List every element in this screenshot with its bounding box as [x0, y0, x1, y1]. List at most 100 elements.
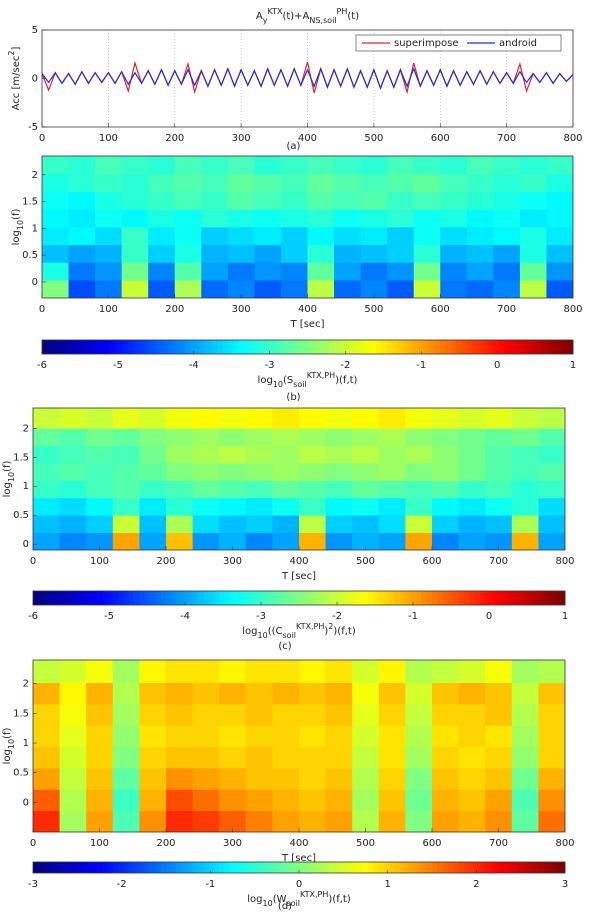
heat-cell: [432, 789, 459, 812]
x-tick-label: 400: [298, 304, 317, 315]
heat-cell: [227, 209, 255, 228]
y-axis-label-part: ]: [11, 47, 22, 51]
heat-cell: [440, 191, 468, 210]
heat-cell: [245, 810, 273, 832]
heat-cell: [42, 262, 69, 281]
heat-cell: [174, 280, 202, 298]
heat-cell: [538, 810, 565, 832]
heat-cell: [352, 660, 380, 683]
colorbar-swatch: [174, 340, 181, 354]
heat-cell: [272, 463, 300, 481]
colorbar-label-part: 10: [258, 631, 268, 640]
heat-cell: [334, 227, 361, 246]
heat-cell: [352, 515, 380, 534]
heat-cell: [458, 767, 486, 790]
heat-cell: [511, 725, 539, 747]
colorbar-swatch: [325, 591, 332, 605]
x-tick-label: 600: [431, 133, 450, 144]
colorbar-swatch: [89, 340, 96, 354]
colorbar-swatch: [378, 591, 385, 605]
heat-cell: [325, 703, 353, 726]
colorbar-swatch: [522, 591, 529, 605]
heat-cell: [227, 244, 255, 263]
heat-cell: [112, 703, 140, 726]
colorbar-swatch: [525, 340, 531, 354]
chart-title-part: (t): [347, 11, 359, 22]
colorbar-swatch: [445, 340, 452, 354]
colorbar-tick-label: -2: [117, 879, 127, 890]
heat-cell: [166, 810, 193, 832]
y-axis-label-part: (f): [11, 209, 22, 220]
colorbar-swatch: [190, 340, 197, 354]
heat-cell: [325, 408, 353, 429]
y-axis-label-part: 2: [7, 51, 16, 56]
heat-cell: [272, 532, 300, 550]
heat-cell: [33, 428, 60, 447]
heat-cell: [466, 156, 494, 175]
colorbar-swatch: [511, 862, 518, 873]
heat-cell: [33, 408, 60, 429]
heat-cell: [254, 209, 282, 228]
heat-cell: [192, 660, 220, 683]
heat-cell: [546, 191, 573, 210]
colorbar-swatch: [48, 862, 55, 873]
heat-cell: [95, 244, 123, 263]
heat-cell: [352, 497, 380, 516]
heat-cell: [325, 682, 353, 705]
heat-cell: [139, 445, 167, 464]
heat-cell: [245, 703, 273, 726]
heat-cell: [360, 280, 388, 298]
heat-cell: [174, 209, 202, 228]
colorbar-swatch: [320, 591, 326, 605]
colorbar-swatch: [426, 591, 433, 605]
heat-cell: [86, 660, 114, 683]
colorbar-tick-label: -1: [205, 879, 215, 890]
heat-cell: [405, 480, 433, 499]
heat-cell: [538, 660, 565, 683]
heat-cell: [245, 682, 273, 705]
heat-cell: [86, 789, 114, 812]
heat-cell: [458, 445, 486, 464]
colorbar-swatch: [144, 862, 151, 873]
colorbar-swatch: [180, 340, 186, 354]
colorbar-swatch: [381, 340, 388, 354]
heat-cell: [352, 789, 380, 812]
heat-cell: [485, 445, 513, 464]
heat-cell: [299, 789, 326, 812]
heat-cell: [59, 682, 87, 705]
heat-cell: [272, 515, 300, 534]
heat-cell: [299, 445, 326, 464]
y-tick-label: 2: [23, 679, 29, 690]
heat-cell: [360, 156, 388, 175]
x-axis-label: T [sec]: [290, 319, 325, 330]
colorbar-label-part: 10: [263, 899, 273, 908]
colorbar-swatch: [213, 862, 220, 873]
colorbar-swatch: [501, 862, 507, 873]
heat-cell: [307, 262, 335, 281]
heat-cell: [519, 280, 547, 298]
x-tick-label: 800: [555, 838, 574, 849]
colorbar-swatch: [256, 591, 263, 605]
y-tick-label: 1.5: [22, 197, 38, 208]
heat-cell: [86, 767, 114, 790]
colorbar-swatch: [341, 591, 348, 605]
x-tick-label: 700: [489, 838, 508, 849]
y-tick-label: -5: [28, 122, 38, 133]
colorbar-swatch: [469, 862, 475, 873]
heat-cell: [325, 497, 353, 516]
x-tick-label: 500: [364, 133, 383, 144]
heat-cell: [139, 660, 167, 683]
heat-cell: [42, 280, 69, 298]
colorbar-swatch: [416, 591, 422, 605]
colorbar-swatch: [123, 591, 130, 605]
colorbar-swatch: [352, 862, 358, 873]
heat-cell: [192, 480, 220, 499]
colorbar-swatch: [112, 862, 119, 873]
colorbar-swatch: [509, 340, 515, 354]
heat-cell: [538, 767, 565, 790]
colorbar-swatch: [458, 862, 465, 873]
heat-cell: [68, 191, 96, 210]
heat-cell: [307, 280, 335, 298]
heat-cell: [42, 227, 69, 246]
heat-cell: [59, 725, 87, 747]
